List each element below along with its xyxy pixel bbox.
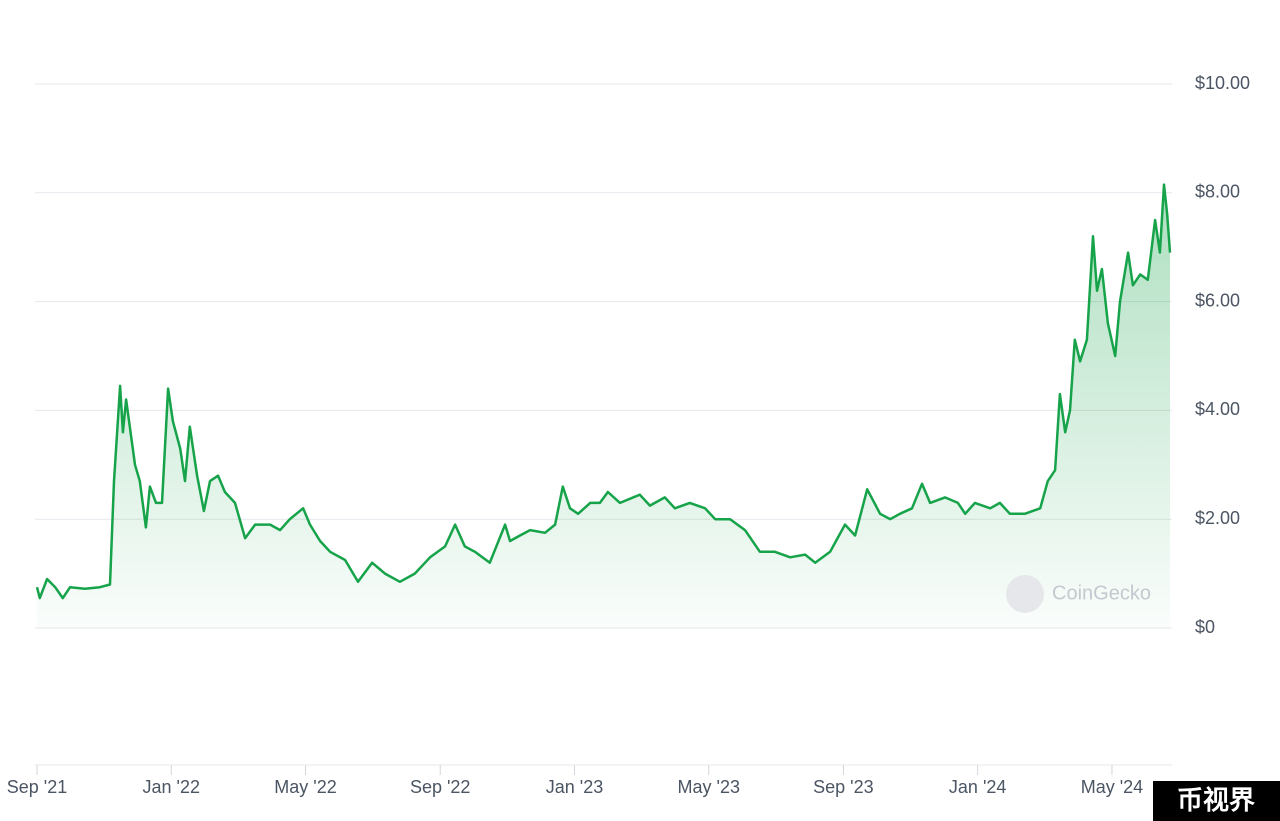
x-tick-label: Jan '24 bbox=[949, 777, 1006, 797]
x-tick-label: Jan '22 bbox=[143, 777, 200, 797]
y-tick-label: $8.00 bbox=[1195, 182, 1240, 202]
x-tick-label: May '23 bbox=[678, 777, 740, 797]
y-tick-label: $0 bbox=[1195, 617, 1215, 637]
y-tick-label: $4.00 bbox=[1195, 399, 1240, 419]
y-tick-label: $2.00 bbox=[1195, 508, 1240, 528]
area bbox=[37, 184, 1170, 628]
price-line bbox=[35, 183, 1172, 600]
watermark-box bbox=[1153, 781, 1280, 821]
x-tick-label: Sep '23 bbox=[813, 777, 874, 797]
watermark: 币视界 bbox=[1177, 785, 1255, 815]
plot bbox=[35, 183, 1172, 628]
annotation: CoinGecko bbox=[1052, 582, 1151, 604]
x-tick-label: Jan '23 bbox=[546, 777, 603, 797]
x-tick-label: May '24 bbox=[1081, 777, 1143, 797]
x-tick-label: Sep '22 bbox=[410, 777, 471, 797]
logo-icon bbox=[1006, 575, 1044, 613]
y-tick-label: $6.00 bbox=[1195, 290, 1240, 310]
x-tick-label: May '22 bbox=[274, 777, 336, 797]
y-tick-label: $10.00 bbox=[1195, 73, 1250, 93]
x-tick-label: Sep '21 bbox=[7, 777, 68, 797]
